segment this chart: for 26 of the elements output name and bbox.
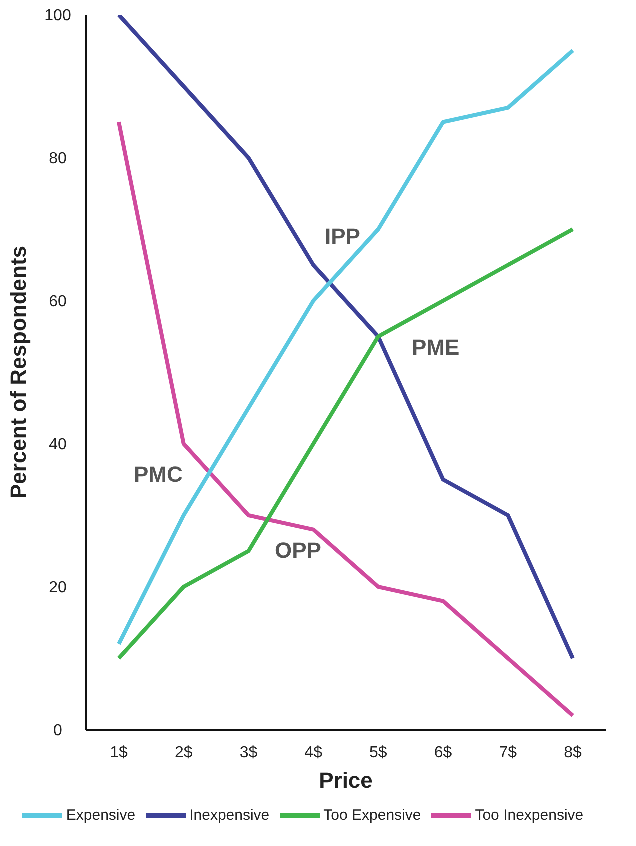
y-axis-title: Percent of Respondents xyxy=(6,246,31,500)
legend-label: Inexpensive xyxy=(190,806,270,824)
x-tick-label: 3$ xyxy=(240,744,258,762)
x-tick-label: 8$ xyxy=(564,744,582,762)
legend-label: Expensive xyxy=(66,806,136,824)
annotation: PMC xyxy=(134,462,183,488)
line-series xyxy=(117,228,575,660)
x-tick-label: 5$ xyxy=(370,744,388,762)
y-tick-label: 40 xyxy=(49,436,67,454)
x-tick-label: 7$ xyxy=(499,744,518,762)
annotation: OPP xyxy=(275,538,322,564)
legend-label: Too Inexpensive xyxy=(475,806,584,824)
x-axis-title: Price xyxy=(319,768,373,793)
x-tick-label: 6$ xyxy=(434,744,452,762)
y-tick-label: 0 xyxy=(54,722,63,740)
legend-label: Too Expensive xyxy=(324,806,422,824)
line-series xyxy=(117,120,575,718)
y-tick-label: 100 xyxy=(44,8,72,25)
x-tick-label: 2$ xyxy=(174,744,193,762)
annotation: PME xyxy=(412,335,460,361)
y-tick-label: 20 xyxy=(49,580,67,597)
y-tick-label: 80 xyxy=(49,150,67,168)
annotation: IPP xyxy=(325,224,360,250)
y-tick-label: 60 xyxy=(49,294,67,311)
x-tick-label: 4$ xyxy=(304,744,323,762)
x-tick-label: 1$ xyxy=(110,744,128,762)
